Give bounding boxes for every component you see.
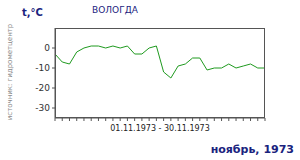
html-text:источник: гидрометцентр: источник: гидрометцентр — [6, 23, 14, 121]
html-text:01.11.1973 - 30.11.1973: 01.11.1973 - 30.11.1973 — [110, 124, 210, 133]
svg-text:0: 0 — [44, 43, 50, 53]
svg-text:-10: -10 — [35, 63, 50, 73]
svg-text:-30: -30 — [35, 103, 50, 113]
html-text:ВОЛОГДА: ВОЛОГДА — [92, 5, 138, 15]
html-text:ноябрь, 1973: ноябрь, 1973 — [210, 143, 294, 156]
svg-text:-20: -20 — [35, 83, 50, 93]
html-text:t,°C: t,°C — [22, 7, 43, 18]
